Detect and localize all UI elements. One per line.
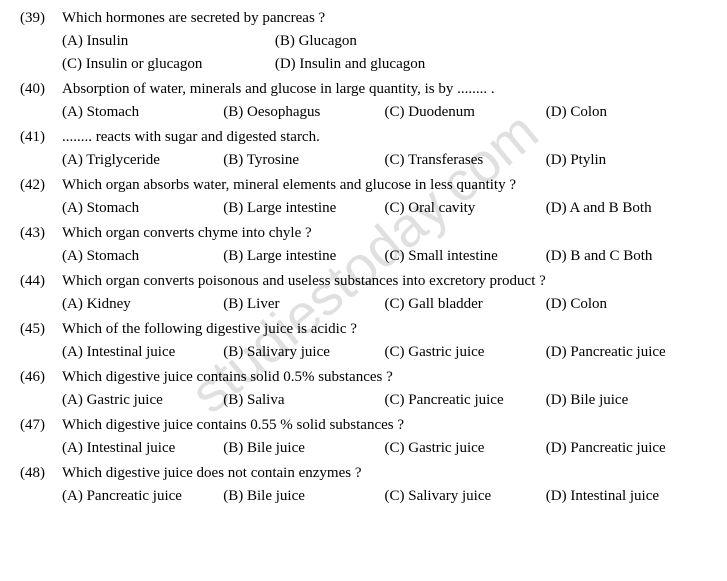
question-number: (46) [20, 369, 62, 386]
question: (48)Which digestive juice does not conta… [20, 465, 707, 505]
question-text: Which digestive juice contains 0.55 % so… [62, 417, 707, 434]
option: (C) Pancreatic juice [385, 392, 546, 409]
option: (A) Intestinal juice [62, 344, 223, 361]
question-number: (40) [20, 81, 62, 98]
option: (A) Stomach [62, 104, 223, 121]
option: (B) Oesophagus [223, 104, 384, 121]
option: (C) Gall bladder [385, 296, 546, 313]
option: (A) Intestinal juice [62, 440, 223, 457]
question-number: (47) [20, 417, 62, 434]
option: (B) Large intestine [223, 200, 384, 217]
question: (44)Which organ converts poisonous and u… [20, 273, 707, 313]
option: (D) Colon [546, 296, 707, 313]
option: (D) B and C Both [546, 248, 707, 265]
question-row: (43)Which organ converts chyme into chyl… [20, 225, 707, 242]
option: (D) Bile juice [546, 392, 707, 409]
question-number: (39) [20, 10, 62, 27]
question: (42)Which organ absorbs water, mineral e… [20, 177, 707, 217]
question-text: Which of the following digestive juice i… [62, 321, 707, 338]
question-number: (43) [20, 225, 62, 242]
option: (C) Small intestine [385, 248, 546, 265]
question: (40)Absorption of water, minerals and gl… [20, 81, 707, 121]
option-row: (A) Insulin(B) Glucagon [20, 33, 707, 50]
question: (46)Which digestive juice contains solid… [20, 369, 707, 409]
option: (A) Insulin [62, 33, 275, 50]
option: (B) Bile juice [223, 488, 384, 505]
question-row: (40)Absorption of water, minerals and gl… [20, 81, 707, 98]
question: (41)........ reacts with sugar and diges… [20, 129, 707, 169]
question-text: Which hormones are secreted by pancreas … [62, 10, 707, 27]
option: (B) Tyrosine [223, 152, 384, 169]
option: (B) Saliva [223, 392, 384, 409]
option: (C) Transferases [385, 152, 546, 169]
option-row: (A) Kidney(B) Liver(C) Gall bladder(D) C… [20, 296, 707, 313]
question: (43)Which organ converts chyme into chyl… [20, 225, 707, 265]
option: (B) Salivary juice [223, 344, 384, 361]
question-number: (44) [20, 273, 62, 290]
option-row: (A) Stomach(B) Large intestine(C) Oral c… [20, 200, 707, 217]
option: (A) Stomach [62, 200, 223, 217]
question: (39)Which hormones are secreted by pancr… [20, 10, 707, 73]
option: (D) Pancreatic juice [546, 440, 707, 457]
option: (D) Colon [546, 104, 707, 121]
question: (47)Which digestive juice contains 0.55 … [20, 417, 707, 457]
question-row: (45)Which of the following digestive jui… [20, 321, 707, 338]
option-row: (A) Stomach(B) Oesophagus(C) Duodenum(D)… [20, 104, 707, 121]
option: (C) Gastric juice [385, 440, 546, 457]
question-row: (44)Which organ converts poisonous and u… [20, 273, 707, 290]
option-row: (C) Insulin or glucagon(D) Insulin and g… [20, 56, 707, 73]
option: (D) Insulin and glucagon [275, 56, 488, 73]
question-row: (48)Which digestive juice does not conta… [20, 465, 707, 482]
option-row: (A) Intestinal juice(B) Salivary juice(C… [20, 344, 707, 361]
option-row: (A) Gastric juice(B) Saliva(C) Pancreati… [20, 392, 707, 409]
question: (45)Which of the following digestive jui… [20, 321, 707, 361]
option: (C) Insulin or glucagon [62, 56, 275, 73]
question-text: Which organ converts chyme into chyle ? [62, 225, 707, 242]
option: (A) Gastric juice [62, 392, 223, 409]
option: (B) Bile juice [223, 440, 384, 457]
question-row: (46)Which digestive juice contains solid… [20, 369, 707, 386]
option-row: (A) Stomach(B) Large intestine(C) Small … [20, 248, 707, 265]
option: (D) Intestinal juice [546, 488, 707, 505]
question-number: (48) [20, 465, 62, 482]
option: (A) Pancreatic juice [62, 488, 223, 505]
question-number: (45) [20, 321, 62, 338]
question-list: (39)Which hormones are secreted by pancr… [20, 10, 707, 505]
option-row: (A) Intestinal juice(B) Bile juice(C) Ga… [20, 440, 707, 457]
question-row: (42)Which organ absorbs water, mineral e… [20, 177, 707, 194]
question-row: (47)Which digestive juice contains 0.55 … [20, 417, 707, 434]
option-row: (A) Pancreatic juice(B) Bile juice(C) Sa… [20, 488, 707, 505]
question-row: (39)Which hormones are secreted by pancr… [20, 10, 707, 27]
question-row: (41)........ reacts with sugar and diges… [20, 129, 707, 146]
option: (D) Ptylin [546, 152, 707, 169]
option: (C) Oral cavity [385, 200, 546, 217]
option: (D) A and B Both [546, 200, 707, 217]
question-number: (42) [20, 177, 62, 194]
option: (A) Stomach [62, 248, 223, 265]
option: (C) Gastric juice [385, 344, 546, 361]
option-row: (A) Triglyceride(B) Tyrosine(C) Transfer… [20, 152, 707, 169]
option: (B) Liver [223, 296, 384, 313]
option: (B) Large intestine [223, 248, 384, 265]
option: (A) Triglyceride [62, 152, 223, 169]
question-text: Absorption of water, minerals and glucos… [62, 81, 707, 98]
option: (D) Pancreatic juice [546, 344, 707, 361]
question-text: Which digestive juice does not contain e… [62, 465, 707, 482]
question-text: Which digestive juice contains solid 0.5… [62, 369, 707, 386]
question-text: Which organ absorbs water, mineral eleme… [62, 177, 707, 194]
option: (C) Salivary juice [385, 488, 546, 505]
question-number: (41) [20, 129, 62, 146]
question-text: Which organ converts poisonous and usele… [62, 273, 707, 290]
option: (A) Kidney [62, 296, 223, 313]
option: (C) Duodenum [385, 104, 546, 121]
option: (B) Glucagon [275, 33, 488, 50]
question-text: ........ reacts with sugar and digested … [62, 129, 707, 146]
